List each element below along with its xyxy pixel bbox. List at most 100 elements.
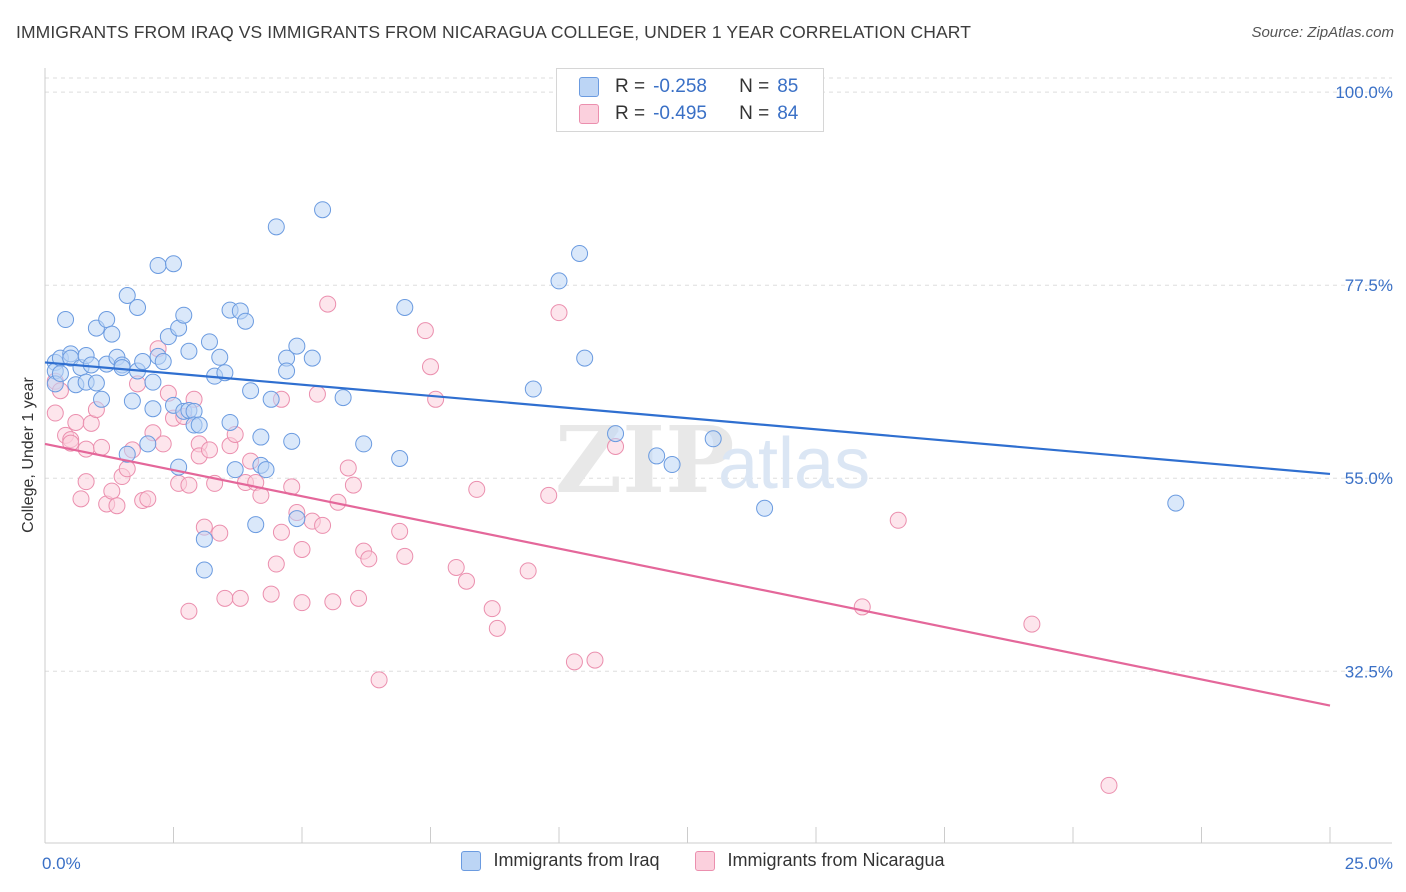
y-tick-label: 77.5% — [1345, 276, 1393, 295]
nicaragua-point — [67, 413, 85, 431]
iraq-point — [87, 374, 105, 392]
nicaragua-point — [447, 558, 465, 576]
iraq-point — [139, 435, 157, 453]
nicaragua-point — [267, 555, 285, 573]
nicaragua-point — [262, 585, 280, 603]
nicaragua-point — [396, 547, 414, 565]
nicaragua-point — [540, 486, 558, 504]
iraq-point — [355, 435, 373, 453]
iraq-point — [134, 353, 152, 371]
legend-r-value-nicaragua: -0.495 — [653, 103, 707, 124]
nicaragua-point — [293, 594, 311, 612]
iraq-point — [334, 389, 352, 407]
nicaragua-point — [550, 304, 568, 322]
iraq-point — [391, 450, 409, 468]
nicaragua-point — [1100, 776, 1118, 794]
nicaragua-point — [103, 482, 121, 500]
iraq-trend-line — [44, 361, 1331, 476]
legend-swatch-iraq — [579, 77, 599, 97]
legend-row-nicaragua: R = -0.495 N = 84 — [579, 101, 798, 127]
iraq-point — [57, 311, 75, 329]
legend-swatch-iraq — [461, 850, 482, 871]
nicaragua-point — [62, 434, 80, 452]
watermark-zip: ZIP — [555, 406, 734, 514]
iraq-point — [129, 299, 147, 317]
watermark: ZIP atlas — [555, 406, 870, 514]
iraq-point — [195, 561, 213, 579]
x-tick-label: 0.0% — [42, 854, 81, 873]
nicaragua-point — [154, 435, 172, 453]
iraq-point — [262, 390, 280, 408]
y-tick-label: 55.0% — [1345, 469, 1393, 488]
iraq-point — [103, 325, 121, 343]
iraq-point — [149, 256, 167, 274]
iraq-points — [46, 201, 1185, 579]
nicaragua-point — [314, 516, 332, 534]
source-label: Source: ZipAtlas.com — [1251, 24, 1394, 41]
nicaragua-point — [93, 438, 111, 456]
nicaragua-point — [416, 322, 434, 340]
watermark-atlas: atlas — [718, 424, 870, 504]
iraq-point — [663, 456, 681, 474]
iraq-point — [257, 461, 275, 479]
iraq-point — [267, 218, 285, 236]
iraq-point — [200, 333, 218, 351]
iraq-point — [118, 286, 136, 304]
legend-item-nicaragua: Immigrants from Nicaragua — [695, 850, 945, 871]
nicaragua-point — [139, 490, 157, 508]
nicaragua-point — [180, 602, 198, 620]
nicaragua-point — [370, 671, 388, 689]
legend-swatch-nicaragua — [579, 104, 599, 124]
iraq-point — [51, 365, 69, 383]
iraq-point — [93, 390, 111, 408]
iraq-point — [704, 430, 722, 448]
iraq-point — [576, 349, 594, 367]
iraq-point — [195, 530, 213, 548]
nicaragua-point — [46, 404, 64, 422]
nicaragua-point — [586, 651, 604, 669]
nicaragua-point — [200, 441, 218, 459]
nicaragua-points — [46, 295, 1118, 794]
nicaragua-point — [339, 459, 357, 477]
iraq-point — [175, 306, 193, 324]
iraq-point — [98, 311, 116, 329]
nicaragua-trend-line — [44, 442, 1331, 707]
iraq-point — [288, 337, 306, 355]
nicaragua-point — [77, 473, 95, 491]
iraq-point — [524, 380, 542, 398]
iraq-point — [242, 382, 260, 400]
iraq-point — [154, 353, 172, 371]
iraq-point — [190, 416, 208, 434]
legend-swatch-nicaragua — [695, 850, 716, 871]
nicaragua-point — [519, 562, 537, 580]
iraq-point — [550, 272, 568, 290]
nicaragua-point — [565, 653, 583, 671]
nicaragua-point — [118, 460, 136, 478]
legend-r-label: R = — [615, 76, 646, 97]
legend-label-iraq: Immigrants from Iraq — [493, 850, 660, 870]
legend-label-nicaragua: Immigrants from Nicaragua — [727, 850, 945, 870]
iraq-point — [314, 201, 332, 219]
iraq-point — [607, 425, 625, 443]
nicaragua-point — [180, 476, 198, 494]
iraq-point — [252, 428, 270, 446]
nicaragua-point — [457, 572, 475, 590]
iraq-point — [1167, 494, 1185, 512]
legend-n-label: N = — [739, 103, 770, 124]
iraq-point — [165, 255, 182, 273]
iraq-point — [180, 342, 198, 360]
tick-labels: 100.0% 77.5% 55.0% 32.5% 0.0% 25.0% — [42, 83, 1393, 873]
iraq-point — [226, 461, 244, 479]
nicaragua-point — [889, 511, 907, 529]
legend-n-label: N = — [739, 76, 770, 97]
nicaragua-point — [77, 440, 95, 458]
nicaragua-point — [216, 589, 234, 607]
nicaragua-point — [211, 524, 229, 542]
y-tick-label: 100.0% — [1335, 83, 1393, 102]
iraq-point — [118, 445, 136, 463]
correlation-legend: R = -0.258 N = 85 R = -0.495 N = 84 — [556, 68, 824, 132]
nicaragua-point — [468, 480, 486, 498]
axes — [44, 68, 1392, 844]
iraq-point — [123, 392, 141, 410]
